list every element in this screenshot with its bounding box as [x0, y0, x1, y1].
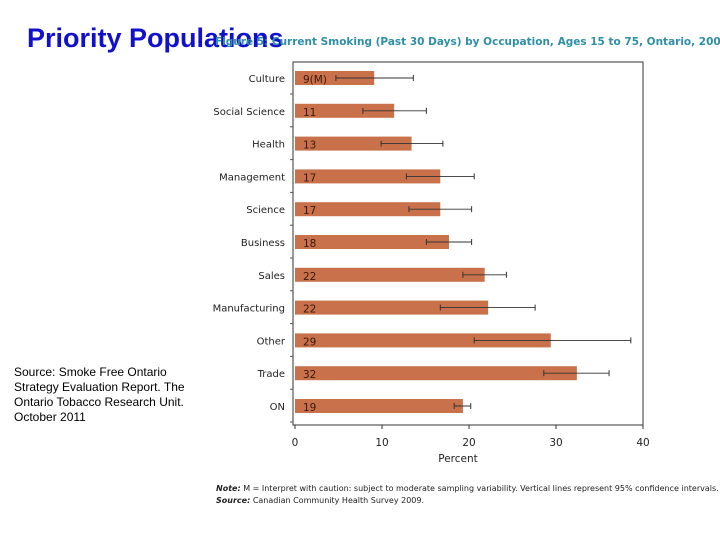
bar	[295, 399, 463, 413]
x-axis-label: Percent	[438, 453, 478, 465]
note-label: Note:	[216, 484, 241, 493]
chart-title: Figure 5: Current Smoking (Past 30 Days)…	[215, 36, 720, 48]
category-label: Social Science	[213, 107, 285, 118]
plot-frame	[292, 61, 644, 426]
bar	[295, 103, 395, 118]
data-label: 9(M)	[303, 74, 327, 86]
x-tick-label: 30	[549, 437, 562, 449]
source-line: Source: Canadian Community Health Survey…	[216, 495, 719, 507]
bar-chart: Figure 5: Current Smoking (Past 30 Days)…	[213, 36, 720, 465]
category-label: Health	[252, 140, 285, 151]
x-tick-label: 10	[375, 437, 388, 449]
category-label: Sales	[258, 271, 285, 282]
category-label: Other	[257, 336, 286, 347]
chart-notes: Note: M = Interpret with caution: subjec…	[216, 483, 719, 507]
bar	[295, 136, 412, 151]
category-label: Culture	[249, 74, 285, 85]
category-label: Management	[219, 172, 285, 183]
data-label: 17	[303, 205, 316, 217]
category-label: Science	[246, 205, 285, 216]
bar	[295, 71, 375, 85]
data-label: 13	[303, 140, 316, 152]
data-label: 17	[303, 172, 316, 184]
category-label: ON	[270, 402, 285, 413]
x-tick-label: 0	[292, 437, 299, 449]
bar	[295, 366, 577, 381]
source-label: Source:	[216, 496, 251, 505]
x-tick-label: 40	[636, 437, 649, 449]
data-label: 22	[303, 304, 316, 316]
data-label: 19	[303, 402, 316, 414]
data-label: 32	[303, 369, 316, 381]
data-label: 11	[303, 107, 316, 119]
bar	[295, 169, 441, 184]
source-text: Canadian Community Health Survey 2009.	[252, 496, 425, 505]
bar	[295, 333, 551, 348]
category-label: Trade	[257, 369, 285, 380]
data-label: 29	[303, 336, 316, 348]
bar	[295, 202, 441, 217]
note-text: M = Interpret with caution: subject to m…	[243, 484, 719, 493]
note-line: Note: M = Interpret with caution: subjec…	[216, 483, 719, 495]
bar	[295, 235, 449, 249]
bar	[295, 267, 485, 282]
category-label: Manufacturing	[213, 304, 285, 315]
slide-title: Priority Populations	[27, 23, 284, 53]
slide-source: Source: Smoke Free Ontario Strategy Eval…	[14, 365, 185, 424]
data-label: 18	[303, 238, 316, 250]
bar	[295, 300, 489, 315]
data-label: 22	[303, 271, 316, 283]
x-tick-label: 20	[462, 437, 475, 449]
category-label: Business	[241, 238, 285, 249]
